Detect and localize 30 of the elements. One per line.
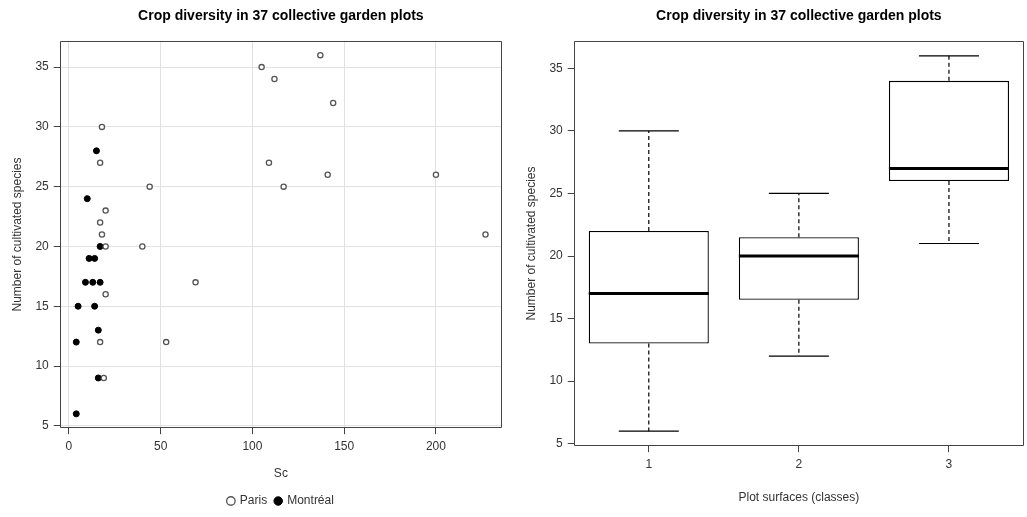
y-tick-label: 10: [549, 373, 564, 388]
x-tick-label: 2: [795, 456, 803, 471]
y-tick-label: 35: [35, 59, 50, 74]
y-tick-label: 10: [35, 358, 50, 373]
y-tick-label: 20: [35, 238, 50, 253]
x-axis-title: Sc: [273, 466, 288, 481]
y-tick-label: 35: [549, 60, 564, 75]
y-tick-label: 15: [35, 298, 50, 313]
y-tick-label: 25: [35, 178, 50, 193]
x-axis-title: Plot surfaces (classes): [738, 490, 860, 505]
y-tick-label: 20: [549, 248, 564, 263]
y-axis-title: Number of cultivated species: [523, 166, 538, 321]
legend-label: Paris: [239, 493, 268, 508]
legend-label: Montréal: [287, 493, 334, 508]
chart-title: Crop diversity in 37 collective garden plots: [138, 7, 424, 24]
x-tick-label: 100: [242, 438, 263, 453]
y-axis-title: Number of cultivated species: [9, 157, 24, 312]
y-tick-label: 25: [549, 185, 564, 200]
x-tick-label: 200: [425, 438, 447, 453]
x-tick-label: 1: [645, 456, 653, 471]
y-tick-label: 30: [549, 123, 564, 138]
y-tick-label: 5: [556, 436, 564, 451]
chart-title: Crop diversity in 37 collective garden plots: [656, 7, 942, 24]
y-tick-label: 30: [35, 119, 50, 134]
x-tick-label: 3: [945, 456, 953, 471]
x-tick-label: 150: [334, 438, 355, 453]
x-tick-label: 0: [65, 438, 73, 453]
x-tick-label: 50: [154, 438, 168, 453]
y-tick-label: 5: [42, 418, 50, 433]
y-tick-label: 15: [549, 310, 564, 325]
